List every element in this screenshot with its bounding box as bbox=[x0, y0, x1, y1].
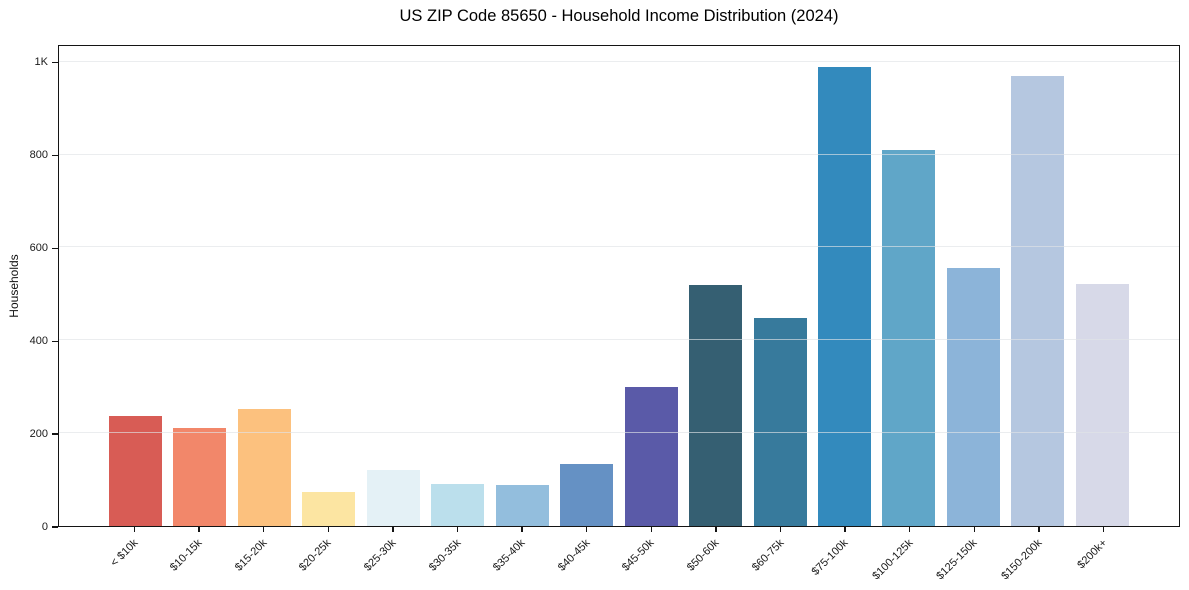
bar-$100-125k bbox=[882, 149, 936, 526]
y-tick-mark bbox=[52, 61, 58, 64]
x-tick-mark bbox=[133, 527, 136, 532]
y-tick-mark bbox=[52, 526, 58, 528]
bar-$30-35k bbox=[431, 484, 485, 526]
gridline-200 bbox=[59, 432, 1179, 434]
bar-$150-200k bbox=[1011, 75, 1065, 526]
bar-$60-75k bbox=[753, 317, 807, 526]
gridline-800 bbox=[59, 153, 1179, 155]
gridline-400 bbox=[59, 339, 1179, 341]
x-tick-mark bbox=[779, 527, 782, 532]
bar-$35-40k bbox=[495, 484, 549, 526]
y-tick-mark bbox=[52, 433, 58, 435]
y-tick-label: 400 bbox=[29, 334, 48, 347]
y-tick-label: 0 bbox=[41, 520, 48, 533]
x-tick-mark bbox=[908, 527, 911, 532]
x-tick-mark bbox=[456, 527, 459, 532]
x-tick-mark bbox=[327, 527, 330, 532]
x-tick-mark bbox=[650, 527, 653, 532]
bar-$10-15k bbox=[173, 427, 227, 526]
y-tick-label: 1K bbox=[34, 56, 48, 69]
gridline-600 bbox=[59, 246, 1179, 248]
bar-$15-20k bbox=[237, 409, 291, 526]
bar-$200k+ bbox=[1075, 284, 1129, 526]
x-tick-mark bbox=[392, 527, 394, 532]
x-tick-label-< $10k: < $10k bbox=[107, 537, 140, 570]
bar-$45-50k bbox=[624, 386, 678, 526]
bar-$75-100k bbox=[817, 67, 871, 526]
bar-$125-150k bbox=[946, 267, 1000, 526]
y-tick-label: 600 bbox=[29, 241, 48, 254]
x-tick-mark bbox=[585, 527, 588, 532]
x-tick-mark bbox=[715, 527, 717, 532]
y-tick-label: 200 bbox=[29, 427, 48, 440]
bar-$20-25k bbox=[302, 492, 356, 526]
x-tick-mark bbox=[262, 527, 265, 532]
x-tick-mark bbox=[1102, 527, 1105, 532]
bar-$25-30k bbox=[366, 469, 420, 526]
bar-< $10k bbox=[109, 415, 162, 526]
x-tick-mark bbox=[198, 527, 200, 532]
x-tick-mark bbox=[1038, 527, 1040, 532]
bar-series bbox=[59, 46, 1179, 526]
bar-$50-60k bbox=[689, 284, 743, 526]
y-tick-label: 800 bbox=[29, 149, 48, 162]
x-tick-mark bbox=[521, 527, 523, 532]
y-tick-mark bbox=[52, 154, 58, 157]
x-tick-mark bbox=[844, 527, 846, 532]
bar-$40-45k bbox=[560, 464, 614, 526]
gridline-1K bbox=[59, 60, 1179, 62]
chart-title: US ZIP Code 85650 - Household Income Dis… bbox=[399, 7, 839, 25]
y-tick-mark bbox=[52, 247, 58, 250]
x-tick-mark bbox=[973, 527, 976, 532]
y-tick-mark bbox=[52, 340, 58, 342]
plot-area bbox=[58, 45, 1180, 527]
